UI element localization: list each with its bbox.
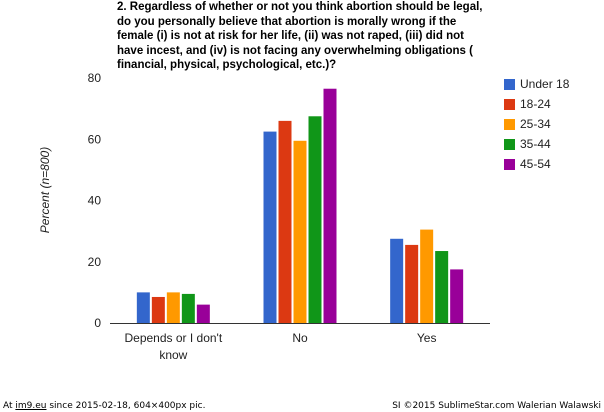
y-tick-label: 80 <box>88 71 102 85</box>
footer-suffix: since 2015-02-18, 604×400px pic. <box>46 401 206 411</box>
legend-swatch <box>504 78 515 90</box>
y-tick-label: 40 <box>88 194 102 208</box>
y-tick-label: 20 <box>88 255 102 269</box>
legend-item: Under 18 <box>504 77 569 91</box>
bar <box>196 304 210 323</box>
x-tick-label: No <box>292 331 308 345</box>
bar <box>450 269 464 323</box>
x-tick-label: Depends or I don't <box>124 331 222 345</box>
legend-item: 45-54 <box>504 157 551 171</box>
bar <box>308 116 322 323</box>
bar <box>435 251 449 323</box>
legend-item: 25-34 <box>504 117 551 131</box>
legend-label: 25-34 <box>520 117 551 131</box>
footer-attribution: At im9.eu since 2015-02-18, 604×400px pi… <box>3 400 205 412</box>
bar <box>278 120 292 323</box>
legend-swatch <box>504 118 515 130</box>
x-tick-label: Yes <box>417 331 437 345</box>
footer-site-link[interactable]: im9.eu <box>15 401 47 411</box>
bar <box>293 140 307 323</box>
legend-label: 35-44 <box>520 137 551 151</box>
legend-label: 18-24 <box>520 97 551 111</box>
bar <box>151 296 165 323</box>
bar <box>420 229 434 323</box>
legend-item: 18-24 <box>504 97 551 111</box>
chart-title: 2. Regardless of whether or not you thin… <box>117 1 483 72</box>
y-tick-label: 60 <box>88 132 102 146</box>
legend-swatch <box>504 158 515 170</box>
legend-item: 35-44 <box>504 137 551 151</box>
legend-label: 45-54 <box>520 157 551 171</box>
bar <box>181 293 195 323</box>
legend-swatch <box>504 98 515 110</box>
footer-prefix: At <box>3 401 16 411</box>
bar <box>166 292 180 323</box>
y-tick-label: 0 <box>94 316 101 330</box>
bar <box>263 131 277 323</box>
legend-label: Under 18 <box>520 77 570 91</box>
x-tick-label: know <box>159 348 187 362</box>
legend-swatch <box>504 138 515 150</box>
bar <box>405 244 419 323</box>
bar <box>390 238 404 323</box>
bar <box>323 88 337 323</box>
bar <box>136 292 150 323</box>
footer-copyright: SI ©2015 SublimeStar.com Walerian Walaws… <box>392 401 601 411</box>
